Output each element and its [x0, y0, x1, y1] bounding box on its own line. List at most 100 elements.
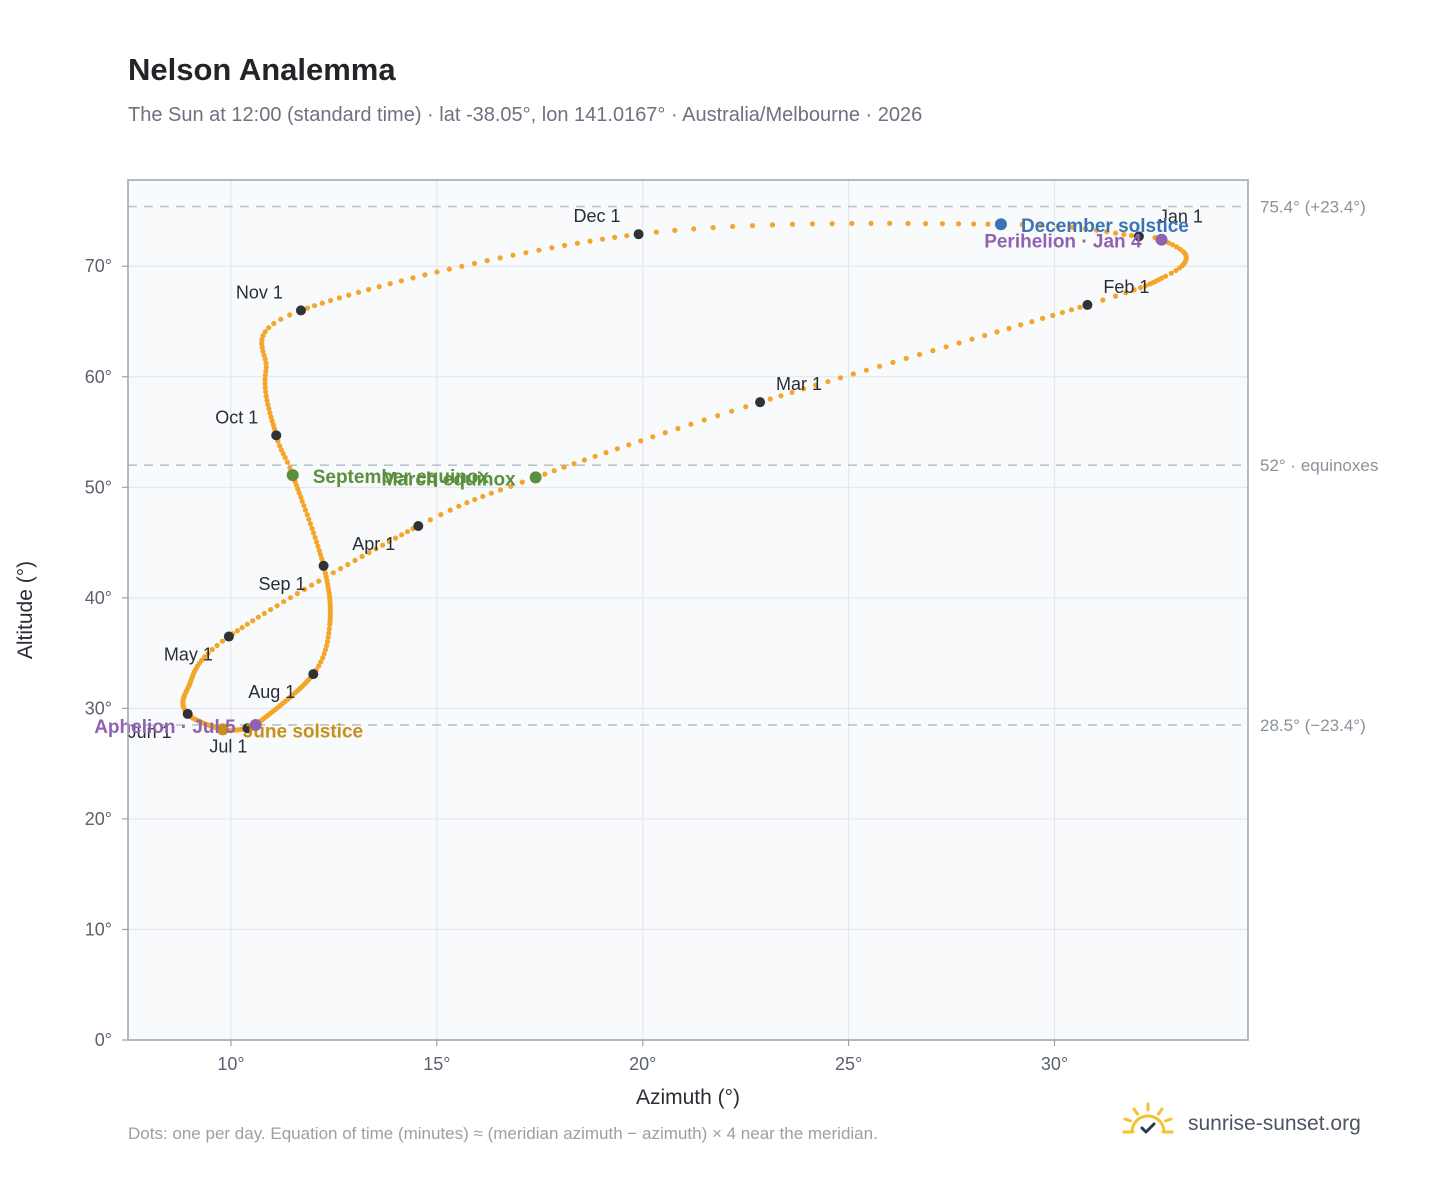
x-tick-label: 10°: [217, 1054, 244, 1074]
day-dot: [321, 651, 327, 657]
day-dot: [262, 380, 268, 386]
month-markers: Jan 1 Feb 1 Mar 1 Apr 1 May 1 Jun 1 Jul 1 Aug 1…: [128, 206, 1203, 756]
event-marker-label: September equinox: [313, 467, 490, 488]
day-dot: [260, 333, 266, 339]
day-dot: [306, 516, 312, 522]
day-dot: [1131, 287, 1137, 293]
day-dot: [262, 376, 268, 382]
day-dot: [352, 557, 358, 564]
day-dot: [244, 621, 250, 627]
day-dot: [345, 561, 351, 568]
day-dot: [219, 638, 226, 644]
day-dot: [710, 225, 716, 231]
month-marker-label: Sep 1: [259, 574, 306, 594]
day-dot: [268, 607, 274, 613]
sun-logo-icon: [1120, 1102, 1176, 1147]
day-dot: [923, 221, 929, 227]
day-dot: [301, 503, 307, 509]
day-dot: [508, 483, 514, 489]
day-dot: [262, 372, 268, 378]
footnote: Dots: one per day. Equation of time (min…: [128, 1124, 878, 1143]
day-dot: [562, 242, 568, 248]
day-dot: [849, 220, 855, 227]
day-dot: [328, 297, 334, 304]
day-dot: [250, 618, 256, 624]
day-dot: [877, 363, 883, 369]
day-dot: [626, 442, 632, 448]
brand-link[interactable]: sunrise-sunset.org: [1120, 1102, 1361, 1146]
day-dot: [392, 535, 399, 541]
day-dot: [1082, 226, 1088, 232]
day-dot: [268, 414, 274, 420]
day-dot: [837, 375, 844, 381]
event-marker-dot: [286, 469, 299, 482]
day-dot: [380, 542, 386, 548]
day-dot: [312, 535, 318, 541]
month-marker-dot: [182, 708, 193, 719]
day-dot: [638, 438, 644, 444]
day-dot: [1121, 231, 1127, 237]
month-marker-dot: [308, 669, 319, 680]
day-dot: [863, 367, 870, 373]
day-dot: [956, 340, 962, 346]
day-dot: [484, 258, 490, 264]
event-marker-dot: [249, 718, 262, 731]
month-marker-dot: [318, 560, 329, 571]
day-dot: [459, 263, 465, 269]
x-tick-label: 30°: [1041, 1054, 1068, 1074]
month-marker-dot: [1082, 299, 1093, 310]
month-marker-label: Nov 1: [236, 282, 283, 302]
event-marker-label: Aphelion · Jul 5: [94, 717, 236, 738]
month-marker-dot: [413, 520, 424, 531]
day-dot: [887, 220, 893, 226]
day-dot: [1123, 290, 1129, 296]
day-dot: [813, 382, 819, 388]
month-marker-dot: [295, 305, 306, 316]
day-dot: [982, 332, 988, 339]
day-dot: [809, 221, 816, 227]
y-axis-label: Altitude (°): [14, 561, 37, 659]
day-dot: [278, 447, 284, 453]
month-marker-dot: [271, 430, 282, 441]
day-dot: [1143, 283, 1149, 289]
day-dot: [302, 507, 309, 513]
day-dot: [571, 461, 577, 467]
day-dot: [264, 397, 270, 403]
day-dot: [587, 238, 593, 244]
brand-name: sunrise-sunset.org: [1188, 1112, 1361, 1135]
month-marker-dot: [755, 397, 766, 408]
day-dot: [488, 490, 494, 496]
day-dot: [359, 553, 365, 560]
month-marker-label: Jul 1: [209, 736, 247, 756]
day-dot: [1173, 267, 1179, 274]
day-dot: [730, 223, 736, 230]
day-dot: [825, 379, 831, 385]
month-marker-label: Apr 1: [352, 534, 395, 554]
day-dot: [324, 639, 331, 645]
day-dot: [778, 393, 784, 399]
day-dot: [386, 538, 392, 545]
month-marker-dot: [1133, 231, 1144, 242]
day-dot: [1068, 307, 1075, 313]
day-dot: [355, 289, 362, 295]
day-dot: [829, 221, 835, 227]
day-dot: [262, 329, 268, 335]
day-dot: [1166, 240, 1172, 246]
y-tick-label: 70°: [85, 256, 112, 276]
day-dot: [1113, 230, 1119, 236]
y-tick-label: 60°: [85, 367, 112, 387]
day-dot: [688, 421, 694, 427]
day-dot: [994, 329, 1000, 335]
day-dot: [398, 278, 404, 284]
day-dot: [318, 659, 324, 665]
day-dot: [434, 269, 440, 275]
day-dot: [263, 364, 269, 370]
day-dot: [309, 525, 315, 532]
day-dot: [410, 275, 416, 281]
day-dot: [287, 465, 293, 471]
month-marker-label: Feb 1: [1103, 277, 1149, 297]
day-dot: [322, 647, 329, 653]
day-dot: [729, 408, 735, 414]
day-dot: [316, 578, 322, 584]
y-tick-label: 30°: [85, 698, 112, 718]
